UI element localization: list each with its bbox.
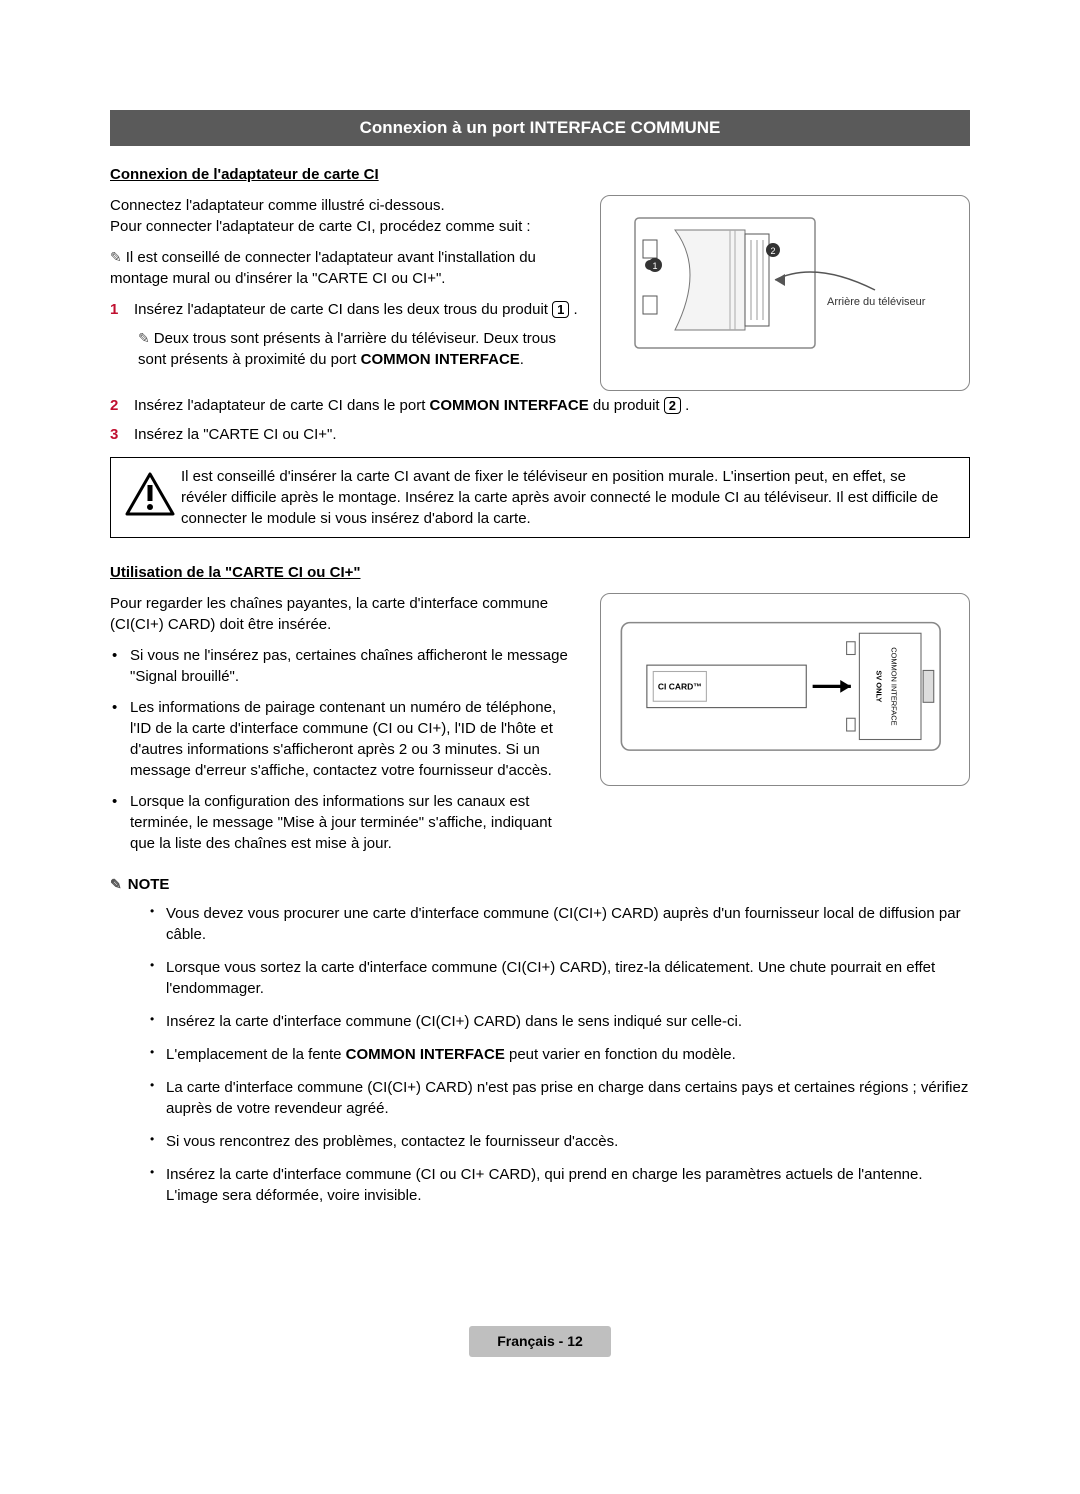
note-7: Insérez la carte d'interface commune (CI… [150, 1164, 970, 1206]
step-1-text-b: . [569, 301, 577, 318]
page-number: Français - 12 [469, 1326, 611, 1358]
note-3: Insérez la carte d'interface commune (CI… [150, 1011, 970, 1032]
svg-text:2: 2 [770, 246, 775, 256]
use-intro: Pour regarder les chaînes payantes, la c… [110, 593, 580, 635]
step-2: 2 Insérez l'adaptateur de carte CI dans … [110, 395, 970, 416]
warning-icon [125, 472, 181, 522]
use-bullet-3: Lorsque la configuration des information… [110, 791, 580, 854]
step2-c: du produit [589, 397, 664, 414]
badge-2: 2 [664, 397, 681, 415]
note-4: L'emplacement de la fente COMMON INTERFA… [150, 1044, 970, 1065]
fig1-label: Arrière du téléviseur [827, 296, 926, 308]
figure-tv-back: 2 1 Arrière du téléviseur [600, 195, 970, 391]
svg-text:1: 1 [652, 261, 657, 271]
note-4-a: L'emplacement de la fente [166, 1046, 346, 1063]
subheading-connexion: Connexion de l'adaptateur de carte CI [110, 164, 970, 185]
section-header: Connexion à un port INTERFACE COMMUNE [110, 110, 970, 146]
note-1: Vous devez vous procurer une carte d'int… [150, 903, 970, 945]
figure-ci-card: COMMON INTERFACE SV ONLY CI CARD™ [600, 593, 970, 786]
pencil-icon [138, 330, 154, 347]
step2-b: COMMON INTERFACE [430, 397, 589, 414]
intro-line-1: Connectez l'adaptateur comme illustré ci… [110, 195, 580, 216]
warning-box: Il est conseillé d'insérer la carte CI a… [110, 457, 970, 538]
pencil-icon [110, 876, 128, 893]
svg-text:CI CARD™: CI CARD™ [658, 681, 702, 691]
tip-text: Il est conseillé de connecter l'adaptate… [110, 249, 536, 287]
step3-text: Insérez la "CARTE CI ou CI+". [134, 426, 337, 443]
tv-back-svg: 2 1 Arrière du téléviseur [615, 210, 955, 370]
use-bullet-2: Les informations de pairage contenant un… [110, 697, 580, 781]
subheading-utilisation: Utilisation de la "CARTE CI ou CI+" [110, 562, 970, 583]
page-footer: Français - 12 [110, 1326, 970, 1358]
step1-note-b: COMMON INTERFACE [361, 351, 520, 368]
step1-note-c: . [520, 351, 524, 368]
tip-block: Il est conseillé de connecter l'adaptate… [110, 247, 580, 289]
step-marker-1: 1 [110, 299, 118, 320]
step2-a: Insérez l'adaptateur de carte CI dans le… [134, 397, 430, 414]
note-label-text: NOTE [128, 876, 170, 893]
step-marker-2: 2 [110, 395, 118, 416]
step-1-text-a: Insérez l'adaptateur de carte CI dans le… [134, 301, 552, 318]
note-4-b: COMMON INTERFACE [346, 1046, 505, 1063]
note-4-c: peut varier en fonction du modèle. [505, 1046, 736, 1063]
note-5: La carte d'interface commune (CI(CI+) CA… [150, 1077, 970, 1119]
badge-1: 1 [552, 301, 569, 319]
note-6: Si vous rencontrez des problèmes, contac… [150, 1131, 970, 1152]
step2-d: . [681, 397, 689, 414]
svg-text:COMMON INTERFACE: COMMON INTERFACE [889, 647, 898, 725]
step-1: 1 Insérez l'adaptateur de carte CI dans … [110, 299, 580, 370]
pencil-icon [110, 249, 126, 266]
intro-text: Connectez l'adaptateur comme illustré ci… [110, 195, 580, 237]
step-3: 3 Insérez la "CARTE CI ou CI+". [110, 424, 970, 445]
step-marker-3: 3 [110, 424, 118, 445]
note-2: Lorsque vous sortez la carte d'interface… [150, 957, 970, 999]
warning-text: Il est conseillé d'insérer la carte CI a… [181, 466, 955, 529]
use-bullet-1: Si vous ne l'insérez pas, certaines chaî… [110, 645, 580, 687]
note-heading: NOTE [110, 874, 970, 895]
intro-line-2: Pour connecter l'adaptateur de carte CI,… [110, 216, 580, 237]
svg-text:SV ONLY: SV ONLY [874, 670, 883, 702]
ci-card-svg: COMMON INTERFACE SV ONLY CI CARD™ [615, 612, 955, 761]
